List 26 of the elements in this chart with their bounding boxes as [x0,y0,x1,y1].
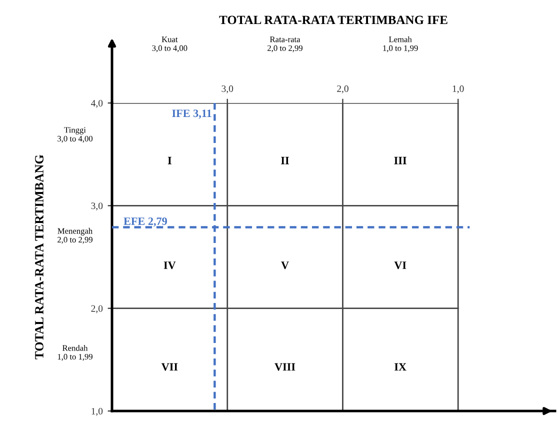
text: Rata-rata 2,0 to 2,99 [268,36,302,52]
annotation: VII [161,363,178,371]
y-tick-label: 2,0 [91,305,103,314]
text: Lemah 1,0 to 1,99 [383,36,418,52]
x-tick-label: 1,0 [452,85,464,94]
x-tick-label: 2,0 [337,85,348,94]
y-tick-label: 4,0 [91,100,103,108]
annotation: VIII [274,363,296,371]
annotation: I [168,156,172,164]
annotation: VI [394,262,406,270]
annotation: IFE 3,11 [172,110,212,119]
text: Menengah 2,0 to 2,99 [58,228,92,244]
text: Kuat 3,0 to 4,00 [152,36,188,52]
annotation: EFE 2,79 [124,218,167,227]
y-tick-label: 1,0 [92,408,103,416]
text: Tinggi 3,0 to 4,00 [58,127,93,143]
x-axis-title: TOTAL RATA-RATA TERTIMBANG IFE [219,16,448,24]
y-axis-title: TOTAL RATA-RATA TERTIMBANG [35,154,44,360]
annotation: IX [394,363,406,371]
annotation: IV [164,262,176,270]
annotation: III [394,156,406,164]
x-tick-label: 3,0 [222,85,234,94]
annotation: V [281,262,289,270]
annotation: II [281,156,289,164]
y-tick-label: 3,0 [91,202,103,211]
text: Rendah 1,0 to 1,99 [58,344,92,361]
